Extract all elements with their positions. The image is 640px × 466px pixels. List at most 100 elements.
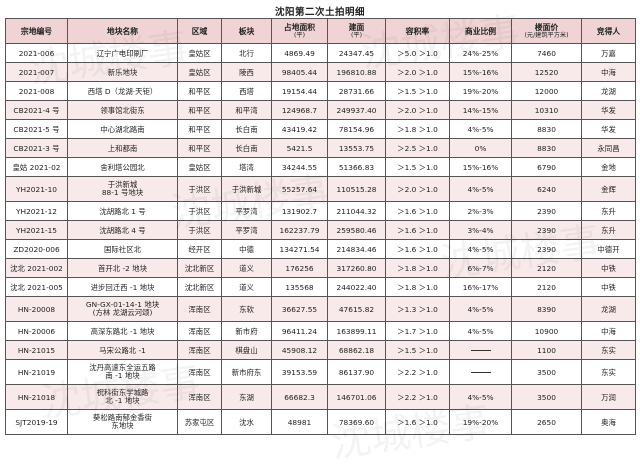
cell-code: 沈北 2021-005	[5, 277, 68, 297]
header-code: 宗地编号	[5, 18, 68, 44]
cell-biz: 6%-7%	[449, 258, 512, 278]
cell-district: 和平区	[177, 138, 222, 158]
table-row: 2021-007 新乐地块 皇姑区 陵西 98405.44 196810.88 ＞2.0 ＞…	[5, 62, 636, 82]
cell-price: 2390	[511, 239, 582, 259]
table-row: ZD2020-006 国际社区北 经开区 中德 134271.54 214834.46 ＞1…	[5, 239, 636, 259]
cell-name-line: GN-GX-01-14-1 地块	[85, 300, 160, 309]
header-build-unit: (平)	[350, 32, 362, 39]
cell-block: 西塔	[221, 81, 272, 101]
cell-name-line: 西塔 D（龙湖·天钜）	[87, 86, 158, 96]
header-name: 地块名称	[67, 18, 178, 44]
cell-winner: 中铁	[581, 277, 636, 297]
cell-district: 于洪区	[177, 201, 222, 221]
cell-far: ＞2.0 ＞1.0	[385, 100, 450, 120]
cell-biz: 4%-5%	[449, 119, 512, 139]
cell-winner: 永同昌	[581, 138, 636, 158]
cell-biz: 16%-17%	[449, 277, 512, 297]
cell-code: 2021-008	[5, 81, 68, 101]
cell-name: 首开北 -2 地块	[67, 258, 178, 278]
cell-price: 1100	[511, 340, 582, 360]
cell-biz: 4%-5%	[449, 296, 512, 322]
land-auction-table: 宗地编号 地块名称 区域 板块 占地面积 (平) 建面 (平) 容积率 商业比例…	[5, 18, 636, 435]
cell-winner: 中铁	[581, 258, 636, 278]
cell-code: YH2021-12	[5, 201, 68, 221]
cell-name: 祝科街东学城路北 -1 地块	[67, 384, 178, 410]
cell-price: 2390	[511, 201, 582, 221]
cell-name-line: 国际社区北	[104, 244, 141, 254]
cell-code: HN-20008	[5, 296, 68, 322]
cell-far: ＞1.3 ＞1.0	[385, 296, 450, 322]
cell-block: 东软	[221, 296, 272, 322]
cell-name: 新乐地块	[67, 62, 178, 82]
cell-price: 8830	[511, 119, 582, 139]
cell-biz: 2%-3%	[449, 201, 512, 221]
cell-area: 134271.54	[271, 239, 328, 259]
cell-district: 和平区	[177, 81, 222, 101]
header-build: 建面 (平)	[327, 18, 386, 44]
cell-area: 39153.59	[271, 359, 328, 385]
cell-name: 辽宁广电印刷厂	[67, 43, 178, 63]
cell-build: 317260.80	[327, 258, 386, 278]
cell-name-line: 进步回迁西 -1 地块	[90, 282, 155, 292]
cell-name-line: 祝科街东学城路	[96, 388, 149, 397]
cell-biz: 14%-15%	[449, 100, 512, 120]
cell-code: HN-21019	[5, 359, 68, 385]
cell-block: 于洪新城	[221, 176, 272, 202]
cell-name: 沈丹高速东全运五路南 -1 地块	[67, 359, 178, 385]
table-row: YH2021-10 于洪新城 88-1 号地块 于洪区 于洪新城 55257.64 1105…	[5, 176, 636, 202]
cell-district: 经开区	[177, 239, 222, 259]
cell-build: 47615.82	[327, 296, 386, 322]
cell-name-line: 葵松路南郁金香街	[92, 413, 153, 422]
cell-biz: 4%-5%	[449, 176, 512, 202]
cell-biz: 3%-4%	[449, 220, 512, 240]
cell-name: GN-GX-01-14-1 地块 (方林 龙湖云河颂)	[67, 296, 178, 322]
table-row: 皇姑 2021-02 舍利塔公园北 皇姑区 塔湾 34244.55 51366.83 ＞1.…	[5, 157, 636, 177]
cell-district: 浑南区	[177, 296, 222, 322]
cell-name: 西塔 D（龙湖·天钜）	[67, 81, 178, 101]
cell-name-line: 88-1 号地块	[101, 188, 144, 197]
cell-build: 146701.06	[327, 384, 386, 410]
cell-name-line: 辽宁广电印刷厂	[96, 48, 149, 58]
cell-build: 211044.32	[327, 201, 386, 221]
cell-winner: 中海	[581, 321, 636, 341]
cell-winner: 龙湖	[581, 81, 636, 101]
cell-area: 4869.49	[271, 43, 328, 63]
cell-district: 苏家屯区	[177, 409, 222, 435]
cell-name: 马宋公路北 -1	[67, 340, 178, 360]
cell-winner: 中海	[581, 62, 636, 82]
cell-name-line: 北 -1 地块	[105, 396, 140, 405]
cell-block: 陵西	[221, 62, 272, 82]
cell-price: 3500	[511, 359, 582, 385]
cell-block: 新市府东	[221, 359, 272, 385]
cell-price: 8390	[511, 296, 582, 322]
cell-winner: 东升	[581, 220, 636, 240]
table-row: 沈北 2021-005 进步回迁西 -1 地块 沈北新区 道义 135568 244022…	[5, 277, 636, 297]
table-row: HN-21018 祝科街东学城路北 -1 地块 浑南区 东湖 66682.3 146701…	[5, 384, 636, 410]
cell-name-line: 舍利塔公园北	[100, 162, 145, 172]
cell-area: 43419.42	[271, 119, 328, 139]
cell-biz: 0%	[449, 138, 512, 158]
cell-biz: 4%-5%	[449, 384, 512, 410]
cell-winner: 奥海	[581, 409, 636, 435]
cell-far: ＞1.6 ＞1.0	[385, 239, 450, 259]
cell-name: 进步回迁西 -1 地块	[67, 277, 178, 297]
cell-price: 12000	[511, 81, 582, 101]
cell-winner: 华发	[581, 100, 636, 120]
cell-far: ＞1.6 ＞1.0	[385, 220, 450, 240]
empty-dash	[470, 350, 491, 351]
cell-far: ＞2.2 ＞1.0	[385, 359, 450, 385]
header-build-label: 建面	[348, 23, 365, 32]
cell-name: 沈胡路北 1 号	[67, 201, 178, 221]
cell-winner: 金地	[581, 157, 636, 177]
cell-district: 于洪区	[177, 176, 222, 202]
cell-price: 6790	[511, 157, 582, 177]
cell-far: ＞1.5 ＞1.0	[385, 340, 450, 360]
cell-area: 162237.79	[271, 220, 328, 240]
cell-name-line: 沈丹高速东全运五路	[89, 363, 156, 372]
cell-price: 8830	[511, 138, 582, 158]
cell-price: 10310	[511, 100, 582, 120]
cell-name-line: 马宋公路北 -1	[99, 345, 146, 355]
cell-block: 北行	[221, 43, 272, 63]
cell-district: 浑南区	[177, 340, 222, 360]
cell-build: 24347.45	[327, 43, 386, 63]
